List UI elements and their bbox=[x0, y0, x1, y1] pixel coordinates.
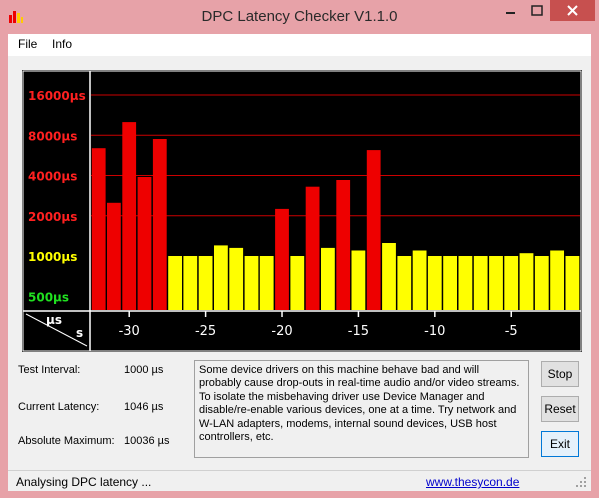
latency-bar bbox=[427, 256, 442, 310]
maximize-icon bbox=[531, 5, 543, 16]
status-text: Analysing DPC latency ... bbox=[16, 475, 152, 489]
latency-bar bbox=[152, 139, 167, 310]
x-unit-label: s bbox=[76, 326, 83, 340]
x-tick-label: -5 bbox=[505, 324, 518, 339]
latency-bar bbox=[214, 245, 228, 310]
latency-bar bbox=[443, 256, 457, 310]
latency-bar bbox=[473, 256, 488, 310]
latency-bar bbox=[198, 256, 213, 310]
y-unit-label: µs bbox=[46, 313, 62, 327]
menu-info[interactable]: Info bbox=[52, 37, 73, 51]
x-tick-label: -25 bbox=[195, 324, 216, 339]
absolute-maximum-value: 10036 µs bbox=[124, 435, 170, 447]
latency-bar bbox=[336, 180, 351, 310]
latency-bar bbox=[534, 256, 549, 310]
minimize-button[interactable] bbox=[497, 0, 524, 21]
latency-bar bbox=[275, 208, 289, 310]
latency-bar bbox=[290, 256, 305, 310]
status-bar: Analysing DPC latency ... www.thesycon.d… bbox=[8, 470, 591, 491]
y-tick-label: 8000µs bbox=[28, 129, 77, 143]
latency-bar bbox=[565, 256, 580, 310]
bar-chart-icon bbox=[9, 11, 23, 23]
latency-bar bbox=[351, 250, 366, 310]
latency-bar bbox=[412, 250, 427, 310]
chart-border bbox=[22, 70, 582, 352]
latency-bar bbox=[305, 186, 320, 310]
y-tick-label: 2000µs bbox=[28, 210, 77, 224]
latency-bar bbox=[550, 250, 564, 310]
minimize-icon bbox=[506, 12, 515, 14]
website-link[interactable]: www.thesycon.de bbox=[426, 475, 520, 489]
client-area: File Info 500µs 1000µs 2000µs 4000µs 8000µs 1… bbox=[8, 34, 591, 491]
menu-bar: File Info bbox=[8, 34, 591, 56]
absolute-maximum-label: Absolute Maximum: bbox=[18, 435, 115, 447]
latency-bar bbox=[458, 256, 473, 310]
title-bar[interactable]: DPC Latency Checker V1.1.0 bbox=[0, 0, 599, 34]
current-latency-label: Current Latency: bbox=[18, 401, 100, 413]
y-tick-label: 1000µs bbox=[28, 250, 77, 264]
close-button[interactable] bbox=[550, 0, 595, 21]
resize-grip-icon[interactable] bbox=[574, 475, 588, 489]
latency-bar bbox=[122, 122, 137, 310]
latency-bar bbox=[366, 150, 381, 310]
y-tick-label: 16000µs bbox=[28, 89, 86, 103]
test-interval-value: 1000 µs bbox=[124, 364, 164, 376]
latency-bar bbox=[321, 247, 335, 310]
stop-button[interactable]: Stop bbox=[541, 361, 579, 387]
latency-bar bbox=[519, 253, 534, 310]
latency-bar bbox=[397, 256, 412, 310]
reset-button[interactable]: Reset bbox=[541, 396, 579, 422]
latency-bar bbox=[91, 148, 106, 310]
latency-bar bbox=[259, 256, 274, 310]
latency-bar bbox=[137, 177, 152, 310]
latency-bar bbox=[183, 256, 198, 310]
y-tick-label: 4000µs bbox=[28, 170, 77, 184]
y-tick-label: 500µs bbox=[28, 290, 69, 304]
x-tick-label: -15 bbox=[348, 324, 369, 339]
unit-divider bbox=[25, 313, 88, 347]
x-tick-label: -10 bbox=[424, 324, 445, 339]
latency-bar bbox=[489, 256, 503, 310]
x-tick-label: -20 bbox=[271, 324, 292, 339]
latency-bar bbox=[107, 202, 121, 310]
info-message: Some device drivers on this machine beha… bbox=[194, 360, 529, 458]
maximize-button[interactable] bbox=[524, 0, 550, 21]
close-icon bbox=[567, 5, 578, 16]
menu-file[interactable]: File bbox=[18, 37, 38, 51]
latency-chart: 500µs 1000µs 2000µs 4000µs 8000µs 16000µs µss -… bbox=[22, 70, 582, 352]
window-title: DPC Latency Checker V1.1.0 bbox=[201, 8, 398, 25]
latency-bar bbox=[168, 256, 182, 310]
latency-bar bbox=[504, 256, 519, 310]
current-latency-value: 1046 µs bbox=[124, 401, 164, 413]
latency-bar bbox=[229, 247, 244, 310]
x-tick-label: -30 bbox=[119, 324, 140, 339]
latency-bar bbox=[244, 256, 259, 310]
latency-bar bbox=[382, 243, 396, 310]
exit-button[interactable]: Exit bbox=[541, 431, 579, 457]
test-interval-label: Test Interval: bbox=[18, 364, 81, 376]
